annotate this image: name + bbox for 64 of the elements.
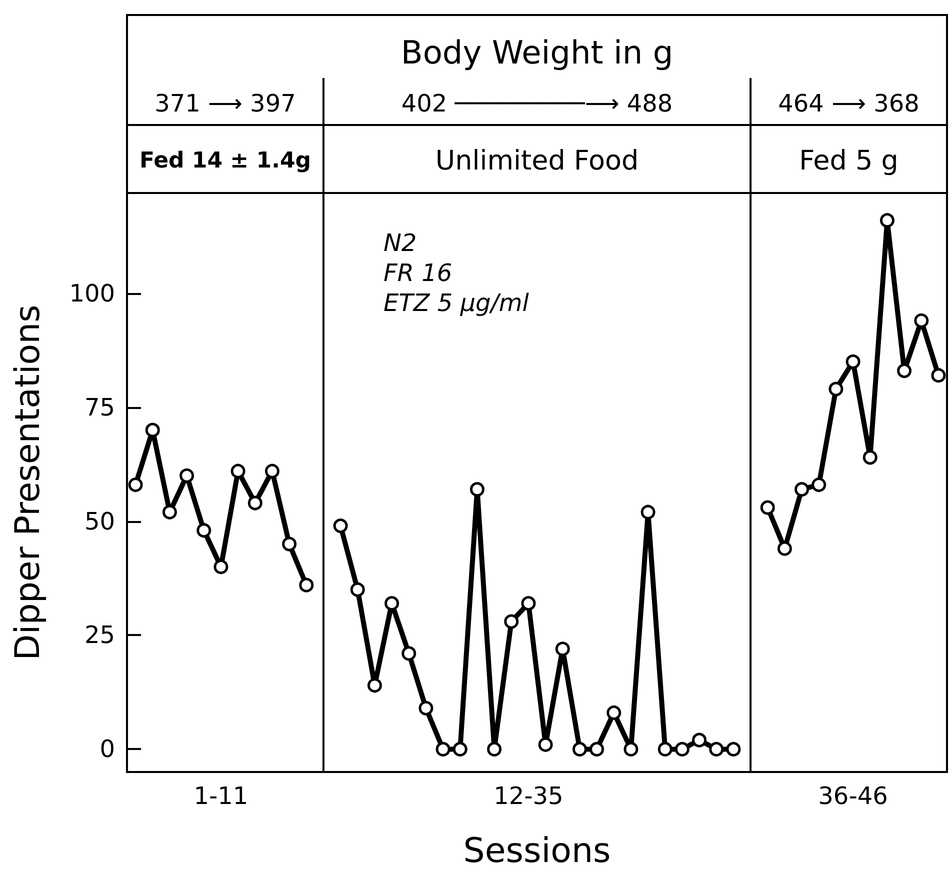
- y-tick-label: 75: [84, 393, 115, 422]
- point: [709, 742, 724, 756]
- point: [931, 368, 946, 383]
- point: [436, 742, 450, 756]
- y-tick-label: 50: [84, 507, 115, 536]
- point: [862, 450, 878, 465]
- point: [606, 705, 622, 720]
- point: [640, 504, 656, 520]
- annotation: N2 FR 16 ETZ 5 μg/ml: [383, 229, 530, 317]
- point: [658, 742, 672, 756]
- y-tick-label: 100: [69, 279, 115, 308]
- point: [572, 742, 587, 756]
- point: [794, 482, 810, 497]
- point: [180, 468, 194, 483]
- text: 371 ⟶ 397: [154, 90, 296, 118]
- x-axis-title: Sessions: [463, 831, 611, 871]
- point: [470, 482, 484, 497]
- point: [162, 504, 177, 520]
- point: [418, 700, 434, 716]
- point: [248, 496, 262, 510]
- point: [624, 742, 638, 756]
- text: Fed 14 ± 1.4g: [139, 148, 312, 174]
- text: 464 ⟶ 368: [778, 90, 920, 118]
- point: [760, 500, 775, 515]
- point: [333, 518, 348, 534]
- point: [367, 678, 382, 693]
- point: [452, 742, 468, 756]
- point: [590, 742, 604, 756]
- point: [145, 422, 160, 438]
- point: [196, 523, 212, 538]
- point: [402, 646, 416, 661]
- point: [777, 541, 792, 556]
- point: [880, 213, 894, 228]
- x-tick-label: 36-46: [818, 782, 888, 810]
- point: [504, 614, 519, 629]
- point: [897, 364, 912, 378]
- point: [812, 478, 826, 492]
- x-tick-label: 1-11: [194, 782, 248, 810]
- point: [674, 742, 690, 756]
- y-tick-label: 0: [100, 735, 115, 764]
- point: [299, 578, 314, 592]
- y-axis-title: Dipper Presentations: [8, 304, 48, 660]
- point: [726, 742, 741, 756]
- text: 402 ─────────⟶ 488: [401, 90, 673, 118]
- point: [521, 596, 536, 611]
- point: [538, 737, 553, 752]
- x-tick-label: 12-35: [494, 782, 564, 810]
- point: [914, 313, 929, 328]
- point: [828, 382, 844, 396]
- point: [214, 560, 228, 574]
- point: [128, 478, 143, 492]
- text: Fed 5 g: [799, 146, 898, 176]
- point: [350, 582, 365, 597]
- point: [230, 464, 246, 478]
- text: Unlimited Food: [435, 146, 639, 176]
- point: [264, 464, 280, 478]
- point: [846, 354, 860, 369]
- point: [384, 596, 400, 611]
- point: [692, 732, 707, 748]
- point: [555, 642, 570, 656]
- chart-title: Body Weight in g: [400, 34, 674, 72]
- y-tick-label: 25: [84, 621, 115, 650]
- point: [282, 536, 297, 552]
- point: [487, 742, 502, 756]
